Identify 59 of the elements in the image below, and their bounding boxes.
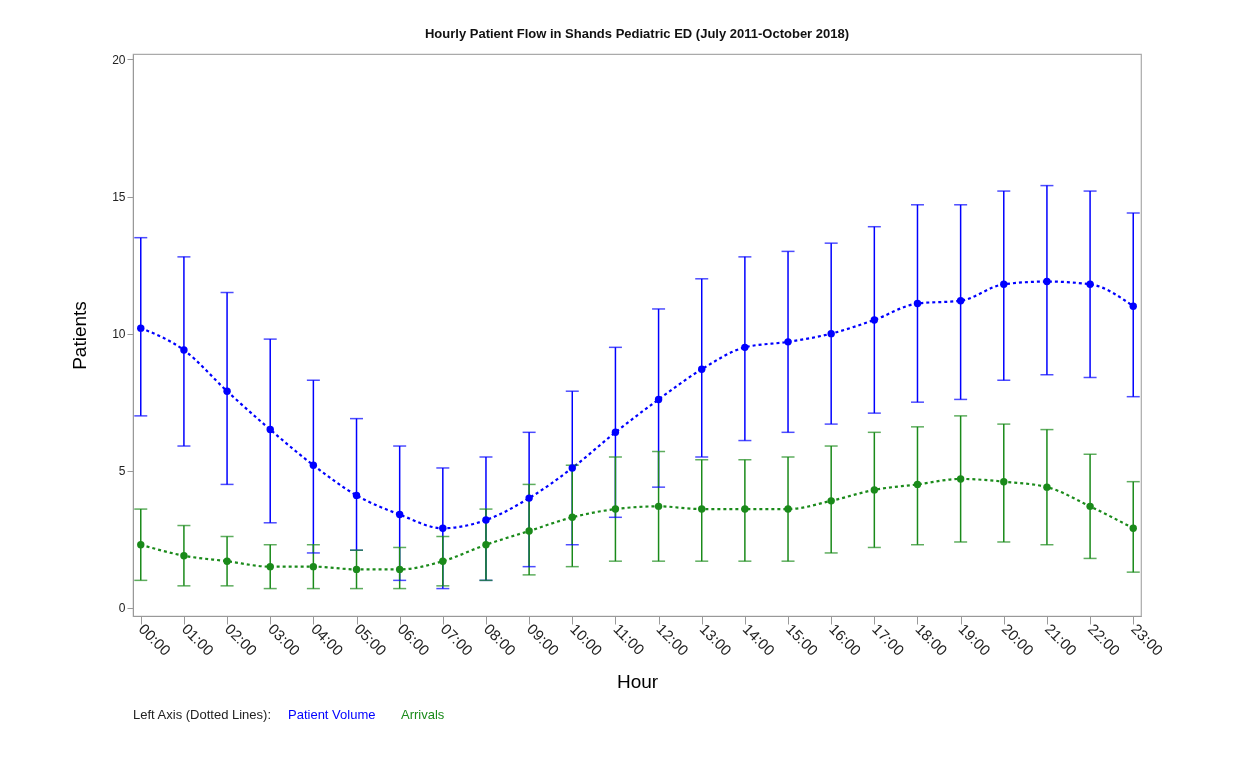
point <box>827 497 835 505</box>
point <box>654 502 663 511</box>
point <box>568 464 576 472</box>
y-axis-title: Patients <box>69 301 91 370</box>
legend-title: Left Axis (Dotted Lines): <box>133 707 272 722</box>
point <box>1129 524 1137 532</box>
point <box>180 551 188 560</box>
point <box>352 565 361 574</box>
point <box>1000 280 1008 288</box>
point <box>482 541 490 549</box>
point <box>611 505 620 513</box>
point <box>698 505 706 513</box>
point <box>1086 280 1094 288</box>
point <box>654 395 663 404</box>
point <box>611 428 620 437</box>
point <box>956 297 965 305</box>
point <box>913 299 922 308</box>
point <box>395 510 404 519</box>
point <box>180 346 188 354</box>
point <box>1043 483 1051 491</box>
point <box>568 513 576 522</box>
point <box>266 562 274 571</box>
point <box>439 524 447 532</box>
y-tick-label: 0 <box>118 601 126 616</box>
point <box>698 365 706 373</box>
point <box>309 562 318 571</box>
point <box>1043 277 1051 286</box>
y-tick-label: 15 <box>112 190 126 205</box>
text: Patient Volume <box>288 706 376 722</box>
point <box>784 505 792 513</box>
point <box>439 557 447 565</box>
point <box>1000 477 1008 486</box>
y-tick-label: 20 <box>112 52 126 67</box>
point <box>352 491 361 500</box>
point <box>956 475 965 483</box>
point <box>741 505 749 513</box>
point <box>1086 502 1094 511</box>
y-tick-label: 5 <box>118 464 126 479</box>
point <box>913 480 922 489</box>
point <box>309 461 318 469</box>
point <box>827 329 835 338</box>
x-axis-title: Hour <box>616 670 659 692</box>
y-tick-label: 10 <box>112 327 126 342</box>
point <box>870 316 879 324</box>
point <box>525 527 533 535</box>
point <box>395 565 404 574</box>
point <box>784 338 792 346</box>
point <box>482 516 490 524</box>
point <box>1129 302 1137 310</box>
chart-title: Hourly Patient Flow in Shands Pediatric ED (July 2011-October 2018) <box>424 26 850 42</box>
point <box>741 343 749 352</box>
point <box>223 387 231 395</box>
point <box>223 557 231 565</box>
text: Arrivals <box>401 706 445 722</box>
point <box>870 486 879 494</box>
point <box>525 494 533 502</box>
point <box>137 541 145 549</box>
point <box>266 425 274 434</box>
point <box>137 324 145 332</box>
